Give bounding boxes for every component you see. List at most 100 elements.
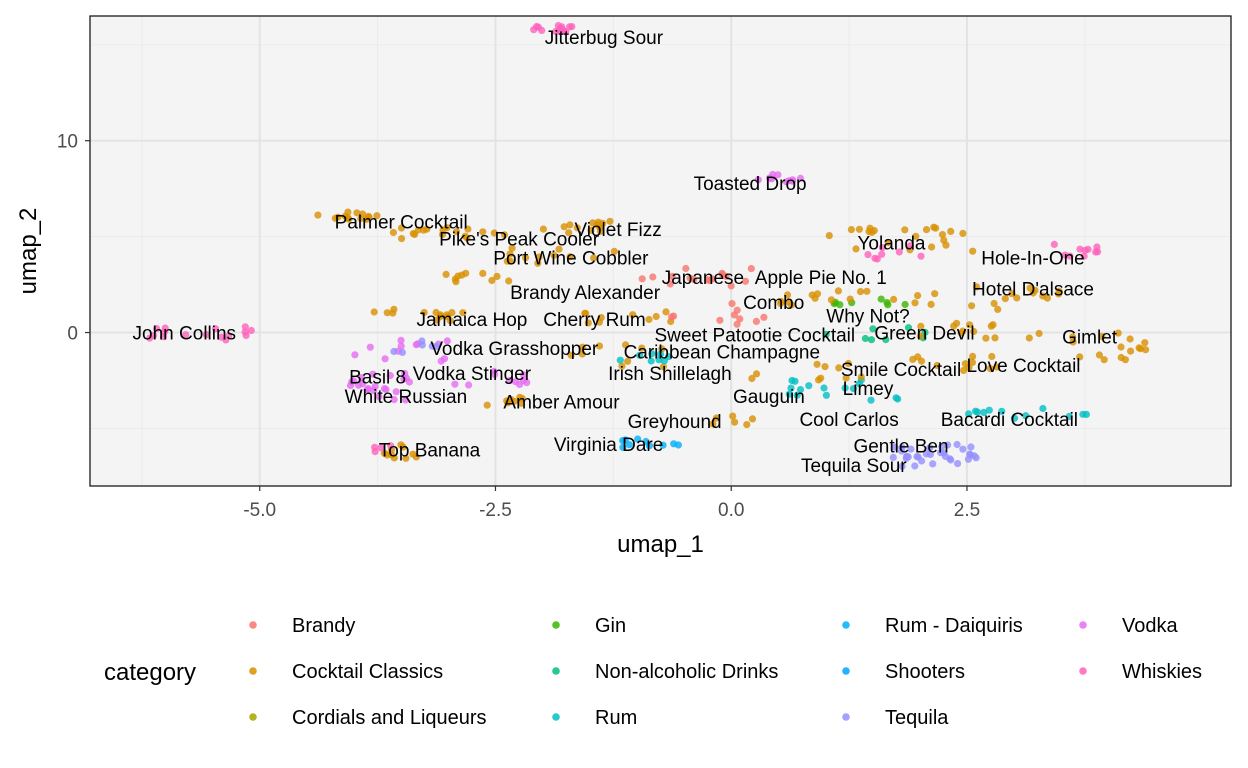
data-point	[625, 441, 634, 449]
data-point	[538, 26, 546, 34]
data-point	[752, 370, 761, 378]
point-label: Irish Shillelagh	[608, 364, 732, 385]
point-label: Bacardi Cocktail	[941, 410, 1078, 431]
data-point	[1069, 333, 1077, 341]
point-label: Toasted Drop	[694, 174, 807, 195]
data-point	[796, 386, 805, 394]
data-point	[1114, 329, 1122, 337]
data-point	[375, 393, 383, 401]
data-point	[970, 327, 978, 336]
point-label: Smile Cocktail	[841, 360, 961, 381]
data-point	[847, 226, 856, 234]
data-point	[1081, 246, 1089, 254]
legend-label: Rum	[595, 707, 637, 729]
data-point	[782, 178, 791, 186]
data-point	[459, 309, 467, 317]
data-point	[511, 378, 520, 386]
legend-label: Gin	[595, 615, 626, 637]
data-point	[373, 212, 381, 220]
data-point	[202, 331, 210, 339]
data-point	[211, 325, 220, 333]
legend-key	[842, 713, 850, 721]
data-point	[595, 318, 604, 326]
data-point	[813, 360, 821, 368]
point-label: Apple Pie No. 1	[755, 268, 887, 289]
data-point	[652, 312, 660, 321]
data-point	[941, 452, 950, 460]
data-point	[856, 288, 865, 296]
legend-item: Rum	[552, 707, 637, 729]
data-point	[967, 443, 975, 451]
data-point	[911, 299, 919, 307]
data-point	[954, 460, 962, 468]
data-point	[397, 441, 405, 449]
data-point	[587, 226, 595, 234]
data-point	[877, 295, 885, 303]
data-point	[666, 280, 674, 288]
point-label: Top Banana	[379, 441, 481, 462]
data-point	[785, 298, 793, 306]
data-point	[1136, 345, 1145, 353]
data-point	[530, 26, 538, 34]
data-point	[865, 227, 873, 236]
point-label: Caribbean Champagne	[624, 343, 820, 364]
legend-item: Whiskies	[1079, 661, 1202, 683]
data-point	[645, 315, 653, 324]
data-point	[1050, 240, 1058, 248]
data-point	[727, 282, 735, 290]
data-point	[891, 443, 899, 451]
data-point	[397, 224, 406, 232]
data-point	[834, 287, 843, 295]
data-point	[359, 210, 367, 218]
data-point	[380, 385, 389, 393]
data-point	[728, 300, 736, 308]
legend-item: Shooters	[842, 661, 965, 683]
data-point	[947, 227, 955, 235]
data-point	[1093, 243, 1101, 251]
legend-key	[249, 621, 257, 629]
data-point	[363, 215, 371, 223]
data-point	[870, 227, 878, 235]
data-point	[1008, 290, 1016, 298]
data-point	[821, 363, 829, 371]
x-tick-label: 2.5	[954, 500, 980, 521]
data-point	[397, 336, 405, 344]
data-point	[712, 414, 721, 422]
data-point	[539, 225, 548, 233]
data-point	[1141, 339, 1149, 347]
point-label: Jamaica Hop	[416, 310, 527, 331]
data-point	[898, 462, 906, 470]
point-label: Why Not?	[826, 306, 909, 327]
data-point	[638, 275, 646, 283]
data-point	[621, 436, 630, 444]
point-label: Pike's Peak Cooler	[439, 230, 600, 251]
data-point	[567, 351, 575, 359]
legend-key	[249, 713, 257, 721]
legend-label: Rum - Daiquiris	[885, 615, 1023, 637]
data-point	[787, 384, 795, 392]
data-point	[590, 254, 598, 262]
legend-key	[1079, 621, 1087, 629]
data-point	[493, 272, 501, 280]
data-point	[882, 336, 890, 344]
data-point	[552, 27, 560, 36]
data-point	[835, 364, 843, 372]
data-point	[624, 357, 632, 365]
point-label: Vodka Grasshopper	[430, 339, 599, 360]
data-point	[619, 443, 627, 451]
point-label: White Russian	[345, 387, 468, 408]
data-point	[747, 265, 755, 273]
data-point	[873, 255, 881, 263]
data-point	[932, 224, 940, 232]
data-point	[159, 333, 168, 341]
data-point	[1035, 329, 1043, 338]
data-point	[878, 244, 886, 252]
data-point	[389, 309, 397, 317]
data-point	[994, 305, 1002, 313]
data-point	[889, 453, 897, 461]
data-point	[960, 366, 968, 374]
data-point	[402, 454, 410, 462]
data-point	[805, 382, 813, 390]
legend-label: Tequila	[885, 707, 949, 729]
legend-label: Vodka	[1122, 615, 1178, 637]
